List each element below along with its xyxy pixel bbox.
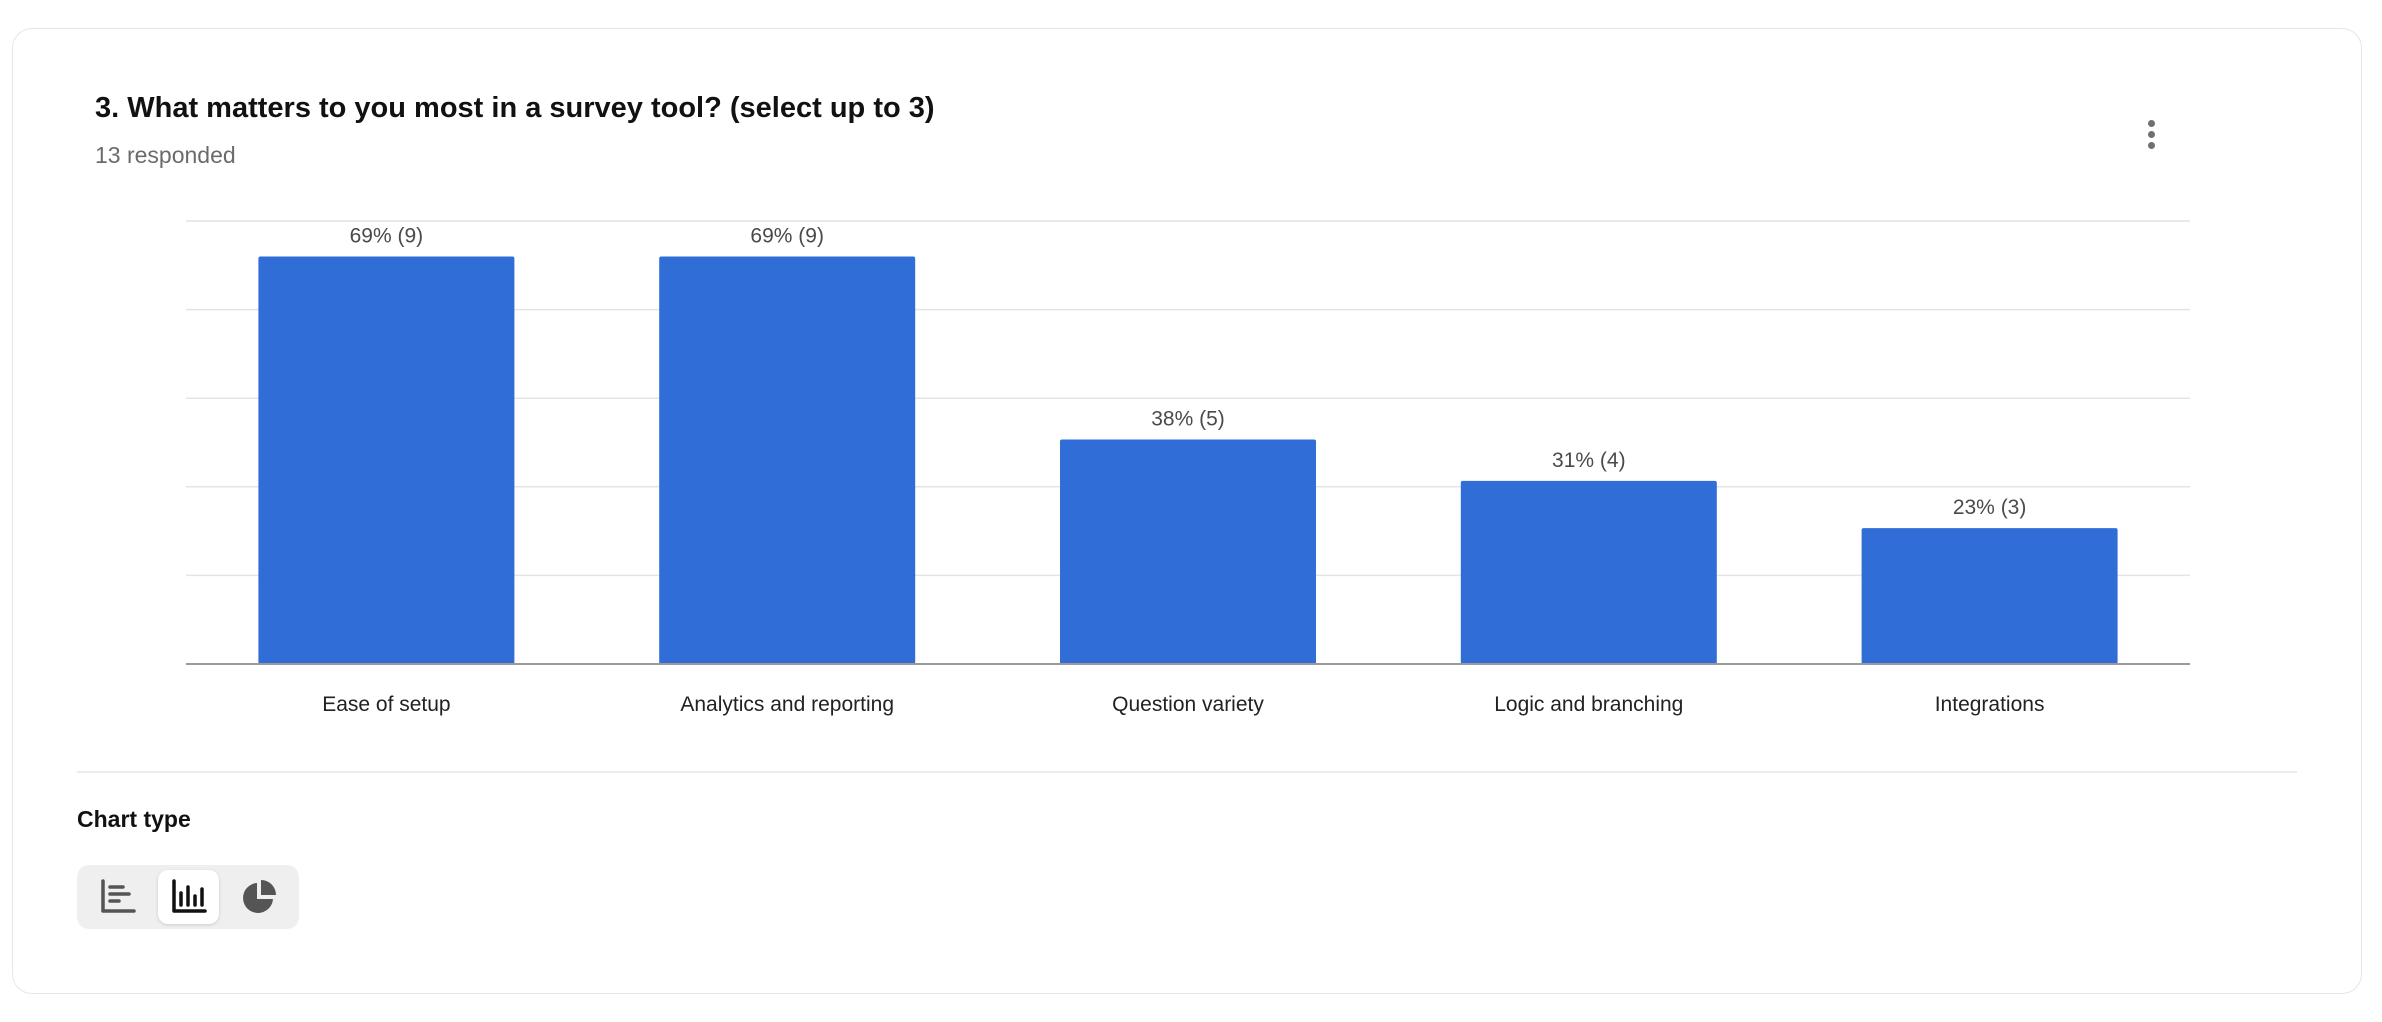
bar-chart: 69% (9) Ease of setup 69% (9) Analytics and… xyxy=(186,220,2190,716)
chart-type-label: Chart type xyxy=(77,806,191,832)
data-label: 69% (9) xyxy=(750,224,824,247)
more-options-icon[interactable] xyxy=(2134,116,2168,152)
bar xyxy=(258,256,515,664)
chart-type-selector xyxy=(77,865,299,929)
x-tick-label: Analytics and reporting xyxy=(680,693,894,716)
vertical-bar-chart-icon xyxy=(171,879,207,913)
data-label: 31% (4) xyxy=(1552,449,1626,472)
data-label: 69% (9) xyxy=(350,224,424,247)
responded-count: 13 responded xyxy=(95,142,236,168)
x-tick-label: Question variety xyxy=(1112,693,1264,716)
horizontal-bar-chart-button[interactable] xyxy=(87,870,149,924)
bar xyxy=(659,256,916,664)
x-tick-label: Integrations xyxy=(1935,693,2045,716)
data-label: 23% (3) xyxy=(1953,496,2027,519)
x-tick-label: Ease of setup xyxy=(322,693,450,716)
x-tick-label: Logic and branching xyxy=(1494,693,1683,716)
question-title: 3. What matters to you most in a survey … xyxy=(95,92,935,124)
horizontal-bar-chart-icon xyxy=(101,879,136,913)
bar xyxy=(1060,439,1316,664)
pie-chart-button[interactable] xyxy=(228,870,290,924)
pie-chart-icon xyxy=(243,880,277,913)
data-label: 38% (5) xyxy=(1151,408,1225,431)
section-divider xyxy=(77,771,2297,773)
vertical-bar-chart-button[interactable] xyxy=(157,870,220,924)
bar xyxy=(1460,480,1717,664)
bar xyxy=(1861,528,2118,664)
